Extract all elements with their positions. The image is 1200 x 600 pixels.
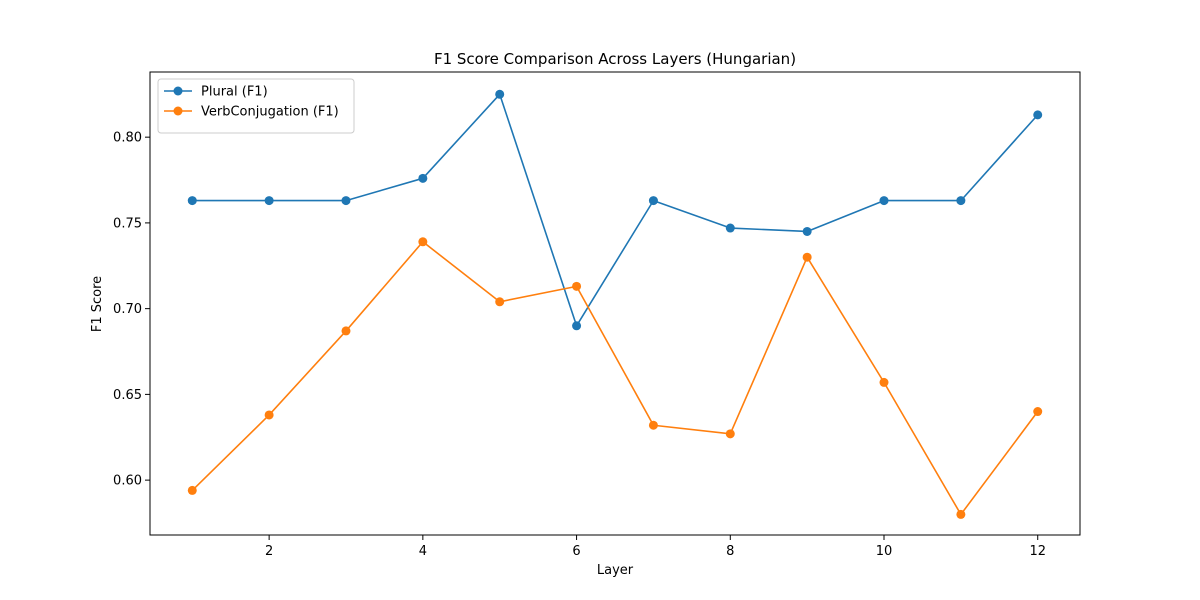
y-tick-label: 0.60 [113, 474, 142, 489]
data-point [725, 429, 735, 439]
y-axis-ticks: 0.60 0.65 0.70 0.75 0.80 [113, 131, 150, 489]
data-point [495, 89, 505, 99]
data-point [187, 196, 197, 206]
data-point [187, 485, 197, 495]
y-tick-label: 0.80 [113, 131, 142, 146]
data-point [879, 377, 889, 387]
x-tick-label: 12 [1029, 544, 1046, 559]
x-tick-label: 10 [876, 544, 893, 559]
legend-entry-label: VerbConjugation (F1) [201, 105, 339, 120]
legend-entry-label: Plural (F1) [201, 85, 268, 100]
x-tick-label: 8 [726, 544, 734, 559]
data-point [648, 196, 658, 206]
y-axis-label: F1 Score [90, 276, 105, 332]
series-layer [187, 89, 1043, 519]
data-point [802, 226, 812, 236]
data-point [418, 237, 428, 247]
chart-title: F1 Score Comparison Across Layers (Hunga… [434, 50, 796, 68]
plot-frame [149, 71, 1081, 536]
data-point [341, 326, 351, 336]
data-point [956, 509, 966, 519]
legend: Plural (F1) VerbConjugation (F1) [157, 78, 355, 134]
data-point [725, 223, 735, 233]
x-axis-ticks: 2 4 6 8 10 12 [265, 535, 1046, 559]
x-axis-label: Layer [597, 563, 634, 578]
series-line-1 [191, 240, 1039, 516]
data-point [879, 196, 889, 206]
data-point [418, 173, 428, 183]
series-line-0 [192, 93, 1039, 327]
data-point [264, 410, 274, 420]
data-point [956, 196, 966, 206]
legend-box [157, 78, 355, 134]
data-point [495, 297, 505, 307]
data-point [648, 420, 658, 430]
data-point [1033, 407, 1043, 417]
data-point [802, 252, 812, 262]
data-point [572, 281, 582, 291]
data-point [572, 321, 582, 331]
legend-marker [173, 86, 183, 96]
y-tick-label: 0.75 [113, 216, 142, 231]
x-tick-label: 4 [419, 544, 427, 559]
y-tick-label: 0.65 [113, 388, 142, 403]
y-tick-label: 0.70 [113, 302, 142, 317]
data-point [264, 196, 274, 206]
x-tick-label: 2 [265, 544, 273, 559]
legend-marker [173, 106, 183, 116]
data-point [341, 196, 351, 206]
data-point [1033, 110, 1043, 120]
x-tick-label: 6 [572, 544, 580, 559]
